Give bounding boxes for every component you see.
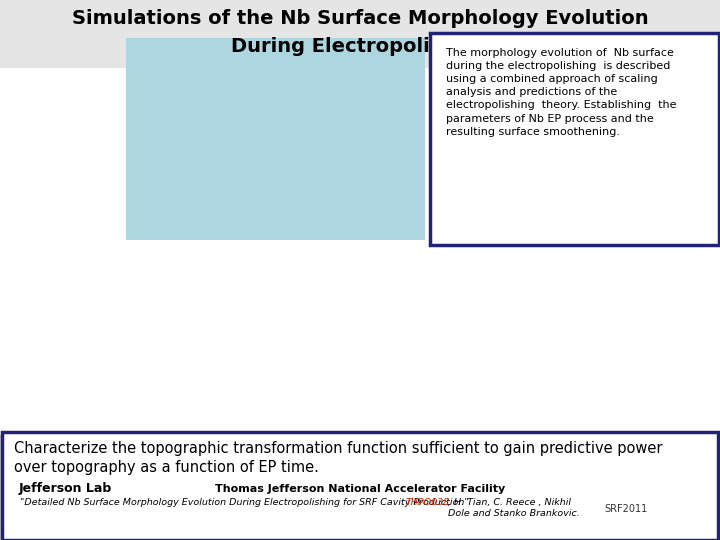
- Title: No treatment: No treatment: [97, 261, 144, 267]
- Text: , H. Tian, C. Reece , Nikhil
Dole and Stanko Brankovic.: , H. Tian, C. Reece , Nikhil Dole and St…: [448, 498, 580, 518]
- Text: $t$: $t$: [112, 123, 119, 136]
- FancyBboxPatch shape: [2, 432, 718, 540]
- Text: "Detailed Nb Surface Morphology Evolution During Electropolishing for SRF Cavity: "Detailed Nb Surface Morphology Evolutio…: [14, 498, 472, 508]
- Text: $h_{i,0}$: $h_{i,0}$: [168, 75, 183, 87]
- Text: $t=0$: $t=0$: [68, 70, 93, 82]
- Bar: [126, 38, 425, 240]
- Text: SRF2011: SRF2011: [605, 504, 648, 514]
- Text: $\lambda_1$: $\lambda_1$: [263, 145, 276, 159]
- Text: Thomas Jefferson National Accelerator Facility: Thomas Jefferson National Accelerator Fa…: [215, 484, 505, 494]
- Title: After t=1 Etch: After t=1 Etch: [326, 261, 376, 267]
- Text: Log Length $l$: Log Length $l$: [32, 268, 105, 282]
- Text: THPO038: THPO038: [406, 498, 450, 508]
- Text: Jefferson Lab: Jefferson Lab: [18, 482, 112, 495]
- Text: $\lambda_2$: $\lambda_2$: [210, 221, 224, 235]
- FancyBboxPatch shape: [430, 33, 719, 245]
- Bar: [0, 435, 720, 540]
- Text: The morphology evolution of  Nb surface
during the electropolishing  is describe: The morphology evolution of Nb surface d…: [446, 48, 677, 137]
- Text: $\mu$: $\mu$: [373, 56, 382, 68]
- Text: During Electropolishing: During Electropolishing: [230, 37, 490, 57]
- Text: Characterize the topographic transformation function sufficient to gain predicti: Characterize the topographic transformat…: [14, 441, 663, 475]
- Title: Nominal t=5 Etch: Nominal t=5 Etch: [550, 261, 613, 267]
- Text: $\lambda_1$: $\lambda_1$: [263, 38, 276, 52]
- Text: Simulations of the Nb Surface Morphology Evolution: Simulations of the Nb Surface Morphology…: [72, 9, 648, 29]
- Bar: [0, 0, 720, 68]
